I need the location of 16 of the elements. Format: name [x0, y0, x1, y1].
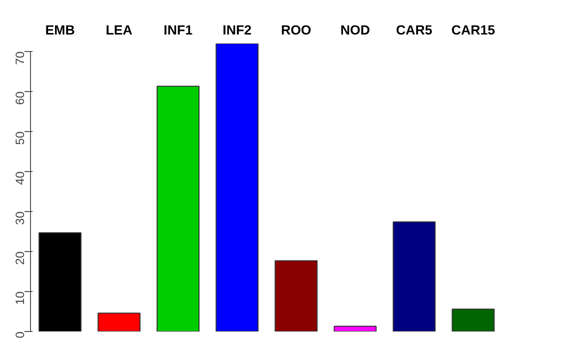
y-tick-label: 60	[13, 91, 27, 105]
x-tick-label: EMB	[45, 22, 76, 38]
x-tick-label: LEA	[106, 22, 133, 38]
y-tick-label: 70	[13, 51, 27, 65]
x-tick-label: CAR15	[451, 22, 496, 38]
y-tick-label: 30	[13, 211, 27, 225]
y-tick-label: 40	[13, 171, 27, 185]
x-tick-label: CAR5	[396, 22, 433, 38]
x-tick-label: INF1	[164, 22, 194, 38]
x-tick-label: NOD	[340, 22, 370, 38]
x-tick-label: ROO	[280, 22, 312, 38]
y-tick-label: 20	[13, 251, 27, 265]
y-tick-label: 0	[13, 331, 27, 338]
y-tick-label: 50	[13, 131, 27, 145]
x-tick-label: INF2	[222, 22, 252, 38]
y-tick-label: 10	[13, 291, 27, 305]
